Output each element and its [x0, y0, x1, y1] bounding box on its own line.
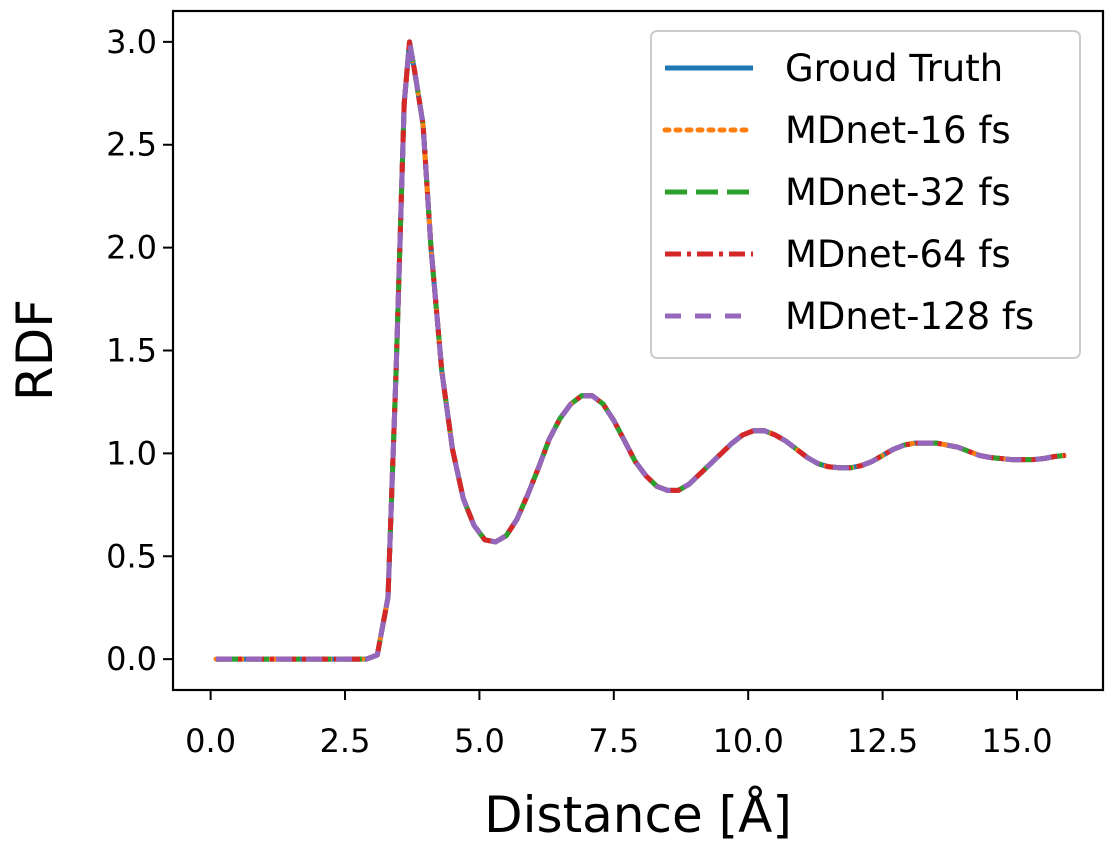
x-tick-label: 0.0: [185, 722, 236, 760]
y-tick-label: 2.5: [106, 126, 157, 164]
series-layer: [213, 39, 1068, 662]
legend-label-2: MDnet-16 fs: [785, 109, 1011, 152]
y-tick-label: 0.0: [106, 640, 157, 678]
x-tick-label: 12.5: [847, 722, 918, 760]
y-tick-label: 1.5: [106, 332, 157, 370]
x-tick-label: 2.5: [320, 722, 371, 760]
y-axis-title: RDF: [6, 299, 64, 401]
legend-label-5: MDnet-128 fs: [785, 295, 1034, 338]
y-tick-label: 0.5: [106, 537, 157, 575]
x-tick-label: 10.0: [713, 722, 784, 760]
legend-box: [650, 30, 1081, 359]
legend-label-4: MDnet-64 fs: [785, 233, 1011, 276]
legend: Groud Truth MDnet-16 fs MDnet-32 fs MDnet-6…: [650, 30, 1081, 359]
x-tick-label: 15.0: [981, 722, 1052, 760]
y-tick-label: 3.0: [106, 23, 157, 61]
x-axis-ticks: 0.0 2.5 5.0 7.5 10.0 12.5 15.0: [185, 690, 1053, 760]
x-tick-label: 5.0: [454, 722, 505, 760]
series-line-4: [216, 39, 1066, 662]
y-tick-label: 2.0: [106, 229, 157, 267]
legend-label-3: MDnet-32 fs: [785, 171, 1011, 214]
x-axis-title: Distance [Å]: [484, 786, 792, 844]
y-axis-ticks: 0.0 0.5 1.0 1.5 2.0 2.5 3.0: [106, 23, 173, 678]
y-tick-label: 1.0: [106, 434, 157, 472]
legend-label-1: Groud Truth: [785, 47, 1003, 90]
x-tick-label: 7.5: [588, 722, 639, 760]
series-line-5: [216, 39, 1066, 662]
